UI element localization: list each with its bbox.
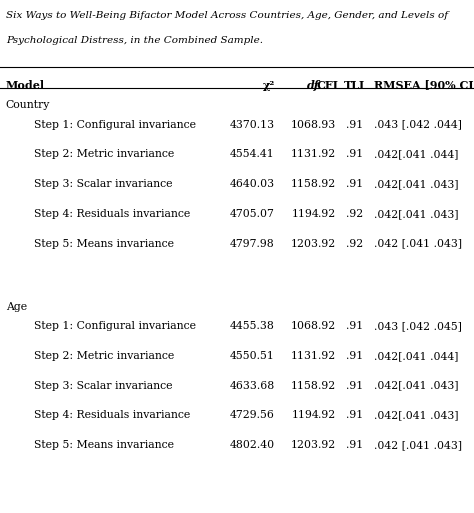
Text: Step 4: Residuals invariance: Step 4: Residuals invariance (34, 410, 191, 420)
Text: .91: .91 (346, 410, 363, 420)
Text: Psychological Distress, in the Combined Sample.: Psychological Distress, in the Combined … (6, 36, 263, 45)
Text: χ²: χ² (263, 80, 275, 90)
Text: RMSEA [90% CI]: RMSEA [90% CI] (374, 80, 474, 90)
Text: Country: Country (6, 100, 50, 110)
Text: Model: Model (6, 80, 45, 90)
Text: 4729.56: 4729.56 (230, 410, 275, 420)
Text: 1203: 1203 (291, 239, 319, 248)
Text: .93: .93 (319, 120, 336, 129)
Text: .043 [.042 .045]: .043 [.042 .045] (374, 321, 461, 331)
Text: .92: .92 (319, 209, 336, 219)
Text: .92: .92 (319, 239, 336, 248)
Text: .92: .92 (346, 239, 363, 248)
Text: .91: .91 (346, 321, 363, 331)
Text: .92: .92 (319, 351, 336, 361)
Text: .91: .91 (346, 351, 363, 361)
Text: 1131: 1131 (291, 351, 319, 361)
Text: .042 [.041 .043]: .042 [.041 .043] (374, 239, 462, 248)
Text: Step 5: Means invariance: Step 5: Means invariance (34, 440, 174, 450)
Text: .042[.041 .044]: .042[.041 .044] (374, 351, 458, 361)
Text: 4633.68: 4633.68 (230, 381, 275, 390)
Text: Step 5: Means invariance: Step 5: Means invariance (34, 239, 174, 248)
Text: .042[.041 .043]: .042[.041 .043] (374, 381, 458, 390)
Text: .92: .92 (319, 410, 336, 420)
Text: 4802.40: 4802.40 (230, 440, 275, 450)
Text: TLI: TLI (344, 80, 365, 90)
Text: 4550.51: 4550.51 (230, 351, 275, 361)
Text: .042[.041 .043]: .042[.041 .043] (374, 410, 458, 420)
Text: .92: .92 (319, 381, 336, 390)
Text: .91: .91 (346, 120, 363, 129)
Text: 4640.03: 4640.03 (230, 179, 275, 189)
Text: .042 [.041 .043]: .042 [.041 .043] (374, 440, 462, 450)
Text: 1158: 1158 (291, 179, 319, 189)
Text: .92: .92 (319, 440, 336, 450)
Text: Step 4: Residuals invariance: Step 4: Residuals invariance (34, 209, 191, 219)
Text: Age: Age (6, 302, 27, 311)
Text: 4705.07: 4705.07 (230, 209, 275, 219)
Text: .91: .91 (346, 179, 363, 189)
Text: Step 3: Scalar invariance: Step 3: Scalar invariance (34, 381, 173, 390)
Text: 4554.41: 4554.41 (230, 149, 275, 159)
Text: Step 2: Metric invariance: Step 2: Metric invariance (34, 149, 174, 159)
Text: Step 1: Configural invariance: Step 1: Configural invariance (34, 120, 196, 129)
Text: 1068: 1068 (291, 120, 319, 129)
Text: .043 [.042 .044]: .043 [.042 .044] (374, 120, 461, 129)
Text: 1194: 1194 (291, 410, 319, 420)
Text: 1194: 1194 (291, 209, 319, 219)
Text: .91: .91 (346, 440, 363, 450)
Text: .91: .91 (346, 149, 363, 159)
Text: .91: .91 (346, 381, 363, 390)
Text: 1203: 1203 (291, 440, 319, 450)
Text: 1131: 1131 (291, 149, 319, 159)
Text: Six Ways to Well-Being Bifactor Model Across Countries, Age, Gender, and Levels : Six Ways to Well-Being Bifactor Model Ac… (6, 11, 448, 21)
Text: .042[.041 .044]: .042[.041 .044] (374, 149, 458, 159)
Text: .92: .92 (319, 179, 336, 189)
Text: .92: .92 (319, 321, 336, 331)
Text: 1068: 1068 (291, 321, 319, 331)
Text: CFI: CFI (316, 80, 338, 90)
Text: .92: .92 (319, 149, 336, 159)
Text: df: df (307, 80, 319, 90)
Text: Step 1: Configural invariance: Step 1: Configural invariance (34, 321, 196, 331)
Text: Step 3: Scalar invariance: Step 3: Scalar invariance (34, 179, 173, 189)
Text: .042[.041 .043]: .042[.041 .043] (374, 209, 458, 219)
Text: 4455.38: 4455.38 (230, 321, 275, 331)
Text: 4797.98: 4797.98 (230, 239, 275, 248)
Text: 1158: 1158 (291, 381, 319, 390)
Text: Step 2: Metric invariance: Step 2: Metric invariance (34, 351, 174, 361)
Text: 4370.13: 4370.13 (230, 120, 275, 129)
Text: .92: .92 (346, 209, 363, 219)
Text: .042[.041 .043]: .042[.041 .043] (374, 179, 458, 189)
